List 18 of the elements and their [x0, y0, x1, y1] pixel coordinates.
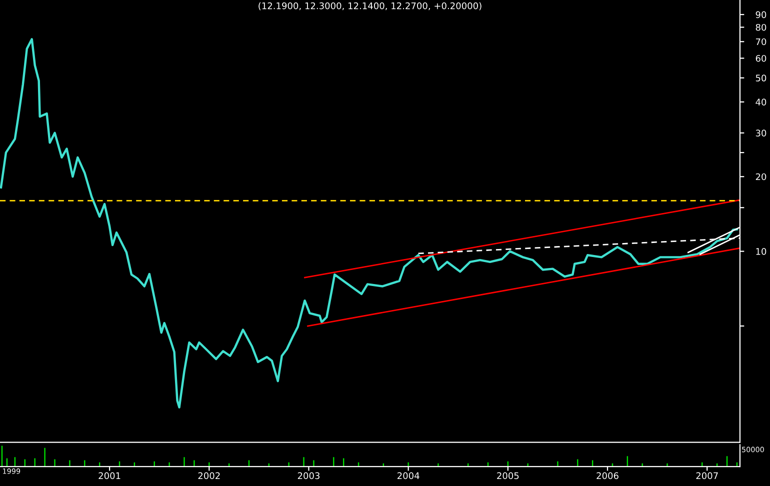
y-tick-label: 40 — [756, 98, 766, 106]
y-tick-label: 60 — [756, 54, 766, 62]
x-tick-label: 2001 — [98, 472, 120, 480]
y-tick-label: 20 — [756, 173, 766, 180]
x-tick-label: 2002 — [198, 472, 220, 480]
line-series — [0, 38, 738, 408]
y-tick-label: 30 — [756, 130, 766, 136]
y-tick-label: 90 — [756, 11, 766, 18]
x-tick-label: 2005 — [497, 472, 519, 480]
x-tick-label: 2004 — [398, 472, 420, 480]
y-tick-label: 70 — [756, 38, 766, 46]
x-tick-label: 2003 — [298, 472, 320, 480]
y-tick-label: 80 — [756, 24, 766, 31]
chart-title: (12.1900, 12.3000, 12.1400, 12.2700, +0.20000) — [258, 2, 482, 10]
x-tick-label: 2006 — [596, 472, 618, 480]
y-tick-label: 50 — [756, 74, 766, 82]
x-tick-label: 2007 — [696, 472, 718, 480]
y-tick-label: 10 — [756, 248, 766, 255]
